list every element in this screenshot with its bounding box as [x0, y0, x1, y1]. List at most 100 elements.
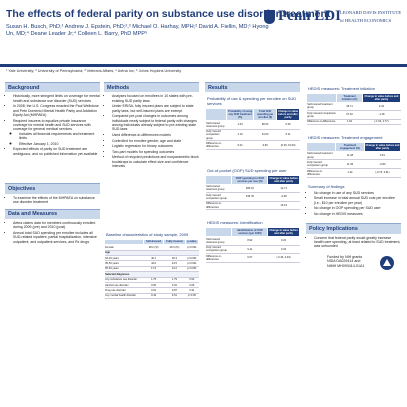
table-cell: Self-insured treatment group — [306, 151, 336, 161]
column-header: p-value — [184, 238, 200, 246]
table-row: Self-insured treatment group 11.28 0.61 — [306, 151, 401, 161]
table-cell: p<0.001 — [185, 255, 199, 262]
bullet-list: No change in use of any SUD servicesSmal… — [306, 191, 401, 217]
table-row: Any mental health disorder 9.42 9.61 p<0.05 — [104, 293, 199, 300]
table-row: 18-34 years 40.1 36.3 p<0.001 — [104, 255, 199, 262]
data-table: Self-insured Fully insured p-value Female 48… — [104, 238, 200, 300]
table-cell: (-0.73, 3.61) — [364, 168, 401, 178]
table-cell: 515.78 — [231, 192, 268, 202]
data-table: Treatment initiation (%) Change in value … — [305, 93, 402, 126]
table-cell: 0.01 — [226, 140, 254, 150]
logo-penn: Penn LDI — [278, 8, 341, 24]
table-row: Fully insured comparison group 1.10 91.63 5… — [205, 129, 300, 142]
table-cell: Self-insured treatment group — [205, 184, 232, 194]
column-header: Self-insured — [142, 238, 165, 246]
column-header: Change in value before and after parity — [267, 227, 300, 237]
table-cell: 12.71 — [267, 184, 300, 194]
table-caption: Probability of use & spending per enroll… — [207, 96, 297, 107]
table-caption: HEDIS measures: Identification — [207, 220, 263, 226]
table-cell: 0.31 — [185, 287, 199, 294]
bullet-list: Analyses focused on enrollees in 10 stat… — [104, 94, 199, 168]
table-cell: Fully insured comparison group — [205, 192, 232, 202]
shield-icon — [264, 10, 275, 24]
section-header: Background — [5, 82, 100, 93]
table-cell: 9.42 — [143, 293, 164, 300]
poster-title: The effects of federal parity on substan… — [6, 8, 331, 20]
table-cell: Any substance use disorder — [104, 277, 144, 283]
table: Identification of SUD services (per 1000… — [204, 227, 300, 263]
bullet: Historically, more stringent limits on c… — [13, 94, 100, 103]
header-row: Identification of SUD services (per 1000… — [204, 227, 300, 237]
affiliations: ¹ Yale University; ² University of Penns… — [6, 69, 182, 73]
funding-line: NIMH MH093414-01A1 — [327, 263, 365, 268]
table-cell: Fully insured comparison group — [205, 129, 227, 142]
funding-line: NIDA DA029414 and — [327, 259, 361, 264]
bullet: No change in use of any SUD services — [314, 191, 401, 195]
table-cell: Alcohol use disorder — [104, 282, 144, 289]
bullet: Small increase in total annual SUD cost … — [314, 196, 401, 205]
table-cell: 5.11 — [276, 129, 300, 142]
table-cell: 0.44 — [362, 102, 401, 112]
table-row: Any substance use disorder 1.75 1.79 0.52 — [104, 277, 199, 283]
data-table: OOP spending for SUD services per user (… — [204, 174, 300, 211]
bullet: Compared pre-post changes in outcomes am… — [112, 114, 199, 132]
table-row: Alcohol use disorder 0.90 0.91 0.66 — [104, 282, 199, 289]
header-rule — [0, 64, 407, 67]
table-cell: 1.04 — [226, 120, 254, 130]
table-cell: 44.5 — [163, 260, 186, 267]
section-header: Data and Measures — [5, 208, 100, 219]
table-cell: 49.4 (%) — [163, 244, 186, 251]
table-cell: Fully insured comparison group — [205, 245, 232, 255]
table-cell: Difference-in-differences — [306, 168, 336, 178]
table-row: Difference-in-differences 1.44 (-0.73, 3.6… — [306, 168, 401, 178]
table-cell: Fully insured comparison group — [306, 159, 336, 169]
table-cell: 48.2 (%) — [143, 244, 164, 251]
table-cell: 37.32 — [336, 110, 363, 120]
bullet: To examine the effects of the MHPAEA on … — [13, 196, 100, 205]
table-cell: 1.79 — [163, 277, 186, 283]
table-cell: 8.92 — [231, 236, 268, 246]
logo-institute: LEONARD DAVIS INSTITUTE — [340, 10, 402, 15]
table-cell: Difference-in-differences — [306, 119, 337, 126]
table: Self-insured Fully insured p-value Female 48… — [104, 238, 200, 300]
data-table: Probability of using any SUD treatment (… — [204, 108, 300, 150]
table-cell: 18-34 years — [104, 255, 144, 262]
bullet-text: Required insurers to equalize private in… — [13, 118, 91, 132]
table-cell: 1.10 — [226, 129, 254, 142]
subheading: Summary of findings — [308, 183, 345, 189]
bullet-list: To examine the effects of the MHPAEA on … — [5, 196, 100, 205]
header-row: Treatment engagement (%) Change in value … — [305, 142, 402, 152]
table-row: Self-insured treatment group 480.16 12.71 — [205, 184, 300, 194]
table-row: Difference-in-differences 0.07 (-0.34, 0.4… — [205, 253, 300, 263]
column: Background Historically, more stringent … — [5, 82, 100, 245]
table-cell: 19.2 — [163, 266, 186, 273]
column-header: OOP spending for SUD services per user (… — [231, 174, 269, 185]
bullet: Analyses focused on enrollees in 10 stat… — [112, 94, 199, 103]
data-table: Identification of SUD services (per 1000… — [204, 227, 300, 263]
table-cell: Self-insured treatment group — [205, 120, 227, 130]
table-cell — [231, 201, 268, 211]
corner-cell — [305, 142, 337, 152]
corner-cell — [204, 108, 228, 121]
header-row: Self-insured Fully insured p-value — [104, 238, 200, 246]
table-cell: 91.63 — [253, 129, 277, 142]
funding: Funded by NIH grants NIDA DA029414 and N… — [324, 253, 367, 270]
column-header: Change in value before and after parity — [276, 108, 300, 121]
table-cell: 1.75 — [143, 277, 164, 283]
table-cell: Any mental health disorder — [104, 293, 144, 300]
table-cell: 86.52 — [253, 120, 277, 130]
table-cell: Drug use disorder — [104, 287, 144, 294]
sub-list: Includes all financial requirements and … — [13, 132, 100, 146]
table-row: Drug use disorder 0.91 0.87 0.31 — [104, 287, 199, 294]
table-row: Fully insured comparison group 9.11 0.15 — [205, 245, 300, 255]
bullet: No change in HEDIS measures — [314, 212, 401, 216]
table-cell: (-0.34, 0.49) — [267, 253, 300, 263]
table-cell: 0.06 — [276, 120, 300, 130]
table-cell: 0.90 — [143, 282, 164, 289]
bullet: Logistic regression for binary outcomes — [112, 144, 199, 148]
table-row: 55-64 years 17.9 19.2 p<0.001 — [104, 266, 199, 273]
bullet: Two-part models for spending outcomes — [112, 150, 199, 154]
bullet: Expected effects of parity on SUD treatm… — [13, 147, 100, 156]
section-header: Policy Implications — [306, 223, 401, 234]
column: HEDIS measures: Treatment initiation Tre… — [305, 82, 402, 287]
